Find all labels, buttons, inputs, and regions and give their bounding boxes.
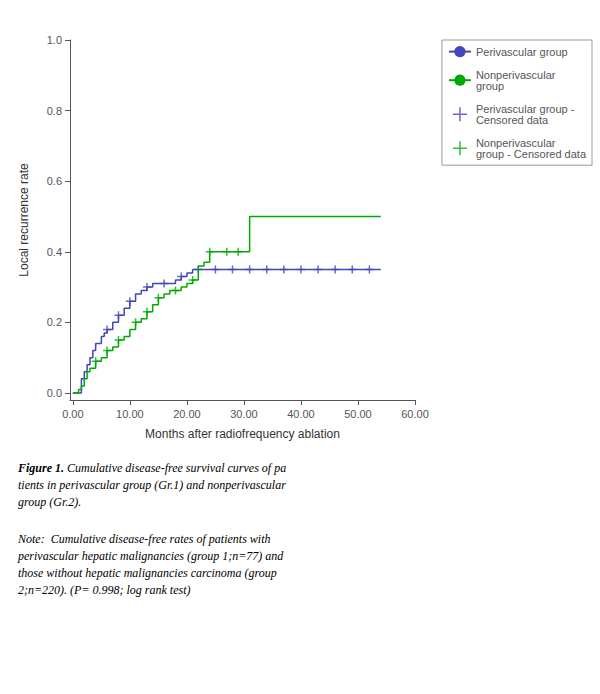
svg-text:group (Gr.2).: group (Gr.2). xyxy=(18,495,81,509)
svg-text:Cumulative disease-free surviv: Cumulative disease-free survival curves … xyxy=(64,461,286,475)
svg-text:Note: Cumulative disease-free: Note: Cumulative disease-free rates of p… xyxy=(17,532,271,546)
svg-text:tients in perivascular group (: tients in perivascular group (Gr.1) and … xyxy=(18,478,286,492)
svg-text:0.0: 0.0 xyxy=(47,387,62,399)
svg-text:Figure 1.: Figure 1. xyxy=(17,461,64,475)
svg-text:10.00: 10.00 xyxy=(116,408,144,420)
svg-text:30.00: 30.00 xyxy=(230,408,258,420)
svg-text:60.00: 60.00 xyxy=(401,408,429,420)
svg-text:Perivascular group -: Perivascular group - xyxy=(475,102,575,115)
svg-text:Censored data: Censored data xyxy=(476,114,549,126)
svg-text:1.0: 1.0 xyxy=(47,34,62,46)
svg-text:Perivascular group: Perivascular group xyxy=(476,46,568,58)
svg-text:Local recurrence rate: Local recurrence rate xyxy=(17,163,31,277)
svg-text:0.2: 0.2 xyxy=(47,316,62,328)
svg-text:50.00: 50.00 xyxy=(344,408,372,420)
svg-text:Months after radiofrequency ab: Months after radiofrequency ablation xyxy=(145,427,340,441)
svg-text:20.00: 20.00 xyxy=(173,408,201,420)
svg-text:0.6: 0.6 xyxy=(47,175,62,187)
svg-text:40.00: 40.00 xyxy=(287,408,315,420)
svg-text:0.8: 0.8 xyxy=(47,105,62,117)
svg-text:perivascular hepatic malignanc: perivascular hepatic malignancies (group… xyxy=(17,549,284,563)
svg-text:0.00: 0.00 xyxy=(62,408,83,420)
svg-text:group: group xyxy=(476,80,504,92)
svg-text:0.4: 0.4 xyxy=(47,246,62,258)
svg-text:group - Censored data: group - Censored data xyxy=(476,148,587,160)
svg-text:Nonperivascular: Nonperivascular xyxy=(475,68,556,81)
svg-text:those without hepatic malignan: those without hepatic malignancies carci… xyxy=(18,566,277,580)
svg-text:2;n=220). (P= 0.998; log rank: 2;n=220). (P= 0.998; log rank test) xyxy=(18,583,191,597)
svg-text:Nonperivascular: Nonperivascular xyxy=(475,136,556,149)
